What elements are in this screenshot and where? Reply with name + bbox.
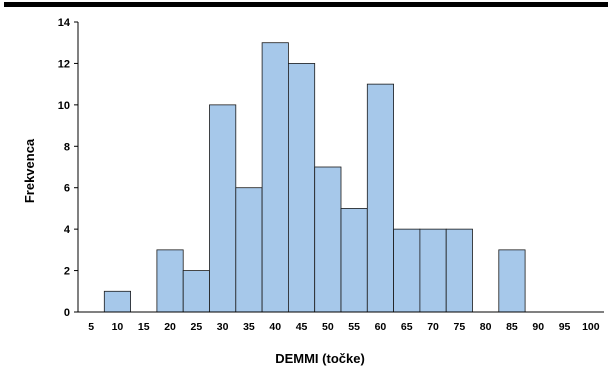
x-tick-labels: 5 10 15 20 25 30 35 40 45 50 55 60 65 70 75 80 85 90 95 100 xyxy=(88,321,600,333)
x-tick-label: 55 xyxy=(348,321,360,333)
y-tick-label: 2 xyxy=(64,266,70,278)
x-tick-label: 90 xyxy=(532,321,544,333)
x-tick-label: 20 xyxy=(164,321,176,333)
y-tick-label: 8 xyxy=(64,141,70,153)
bar-50 xyxy=(314,166,342,313)
x-tick-label: 100 xyxy=(582,321,600,333)
y-tick-label: 12 xyxy=(58,58,70,70)
y-tick-label: 6 xyxy=(64,183,70,195)
top-rule xyxy=(4,2,608,7)
y-tick-label: 14 xyxy=(58,17,71,29)
x-tick-label: 95 xyxy=(559,321,571,333)
y-tick-labels: 0 2 4 6 8 10 12 14 xyxy=(58,17,71,319)
bars-group xyxy=(103,42,526,313)
bar-10 xyxy=(103,290,132,313)
bar-75 xyxy=(445,228,473,313)
y-axis-label: Frekvenca xyxy=(22,138,37,203)
x-tick-label: 15 xyxy=(138,321,150,333)
bar-20 xyxy=(156,249,184,313)
y-tick-marks xyxy=(74,21,78,313)
bar-70 xyxy=(419,228,447,313)
bar-65 xyxy=(393,228,421,313)
bar-40 xyxy=(261,42,289,313)
x-tick-label: 35 xyxy=(243,321,255,333)
x-tick-label: 30 xyxy=(217,321,229,333)
bar-55 xyxy=(340,208,368,313)
bar-60 xyxy=(366,83,394,313)
bar-30 xyxy=(209,104,237,313)
x-tick-label: 65 xyxy=(401,321,413,333)
bar-85 xyxy=(498,249,526,313)
bar-25 xyxy=(182,270,210,313)
x-tick-label: 80 xyxy=(480,321,492,333)
x-tick-label: 5 xyxy=(88,321,94,333)
x-tick-label: 45 xyxy=(296,321,308,333)
x-tick-label: 85 xyxy=(506,321,518,333)
y-tick-label: 0 xyxy=(64,307,70,319)
x-tick-label: 75 xyxy=(454,321,466,333)
x-tick-label: 25 xyxy=(191,321,203,333)
x-tick-label: 50 xyxy=(322,321,334,333)
bar-45 xyxy=(287,63,316,313)
x-tick-label: 40 xyxy=(269,321,281,333)
y-tick-label: 10 xyxy=(58,100,70,112)
x-axis-label: DEMMI (točke) xyxy=(275,351,365,366)
x-tick-label: 10 xyxy=(112,321,124,333)
bar-35 xyxy=(235,187,263,313)
y-tick-label: 4 xyxy=(64,224,71,236)
x-tick-label: 70 xyxy=(427,321,439,333)
x-tick-label: 60 xyxy=(375,321,387,333)
